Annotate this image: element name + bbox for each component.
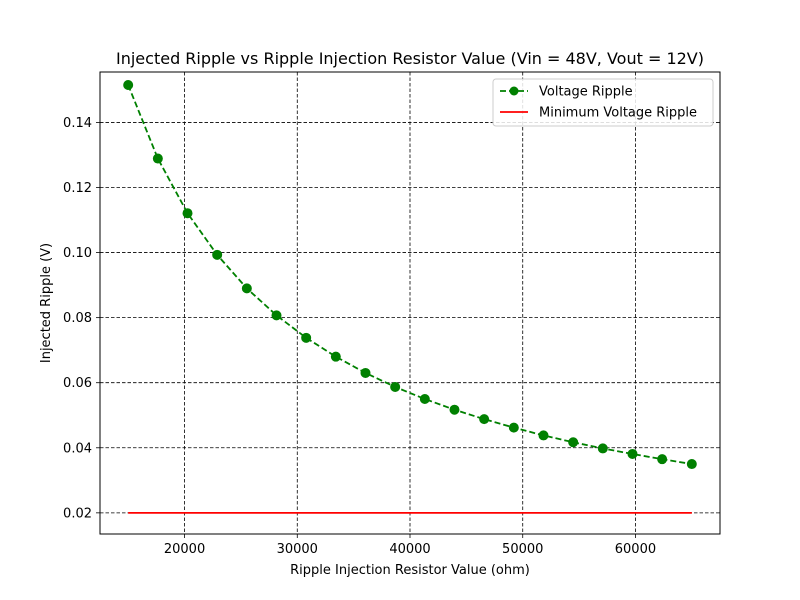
data-point-voltage-ripple [479, 414, 490, 425]
x-axis-label: Ripple Injection Resistor Value (ohm) [290, 563, 530, 578]
x-tick-label: 30000 [277, 542, 318, 557]
data-point-voltage-ripple [508, 422, 519, 433]
data-point-voltage-ripple [123, 80, 134, 91]
legend-label-voltage-ripple: Voltage Ripple [539, 85, 633, 100]
data-point-voltage-ripple [568, 437, 579, 448]
data-point-voltage-ripple [330, 351, 341, 362]
data-point-voltage-ripple [449, 404, 460, 415]
legend: Voltage Ripple Minimum Voltage Ripple [492, 78, 714, 127]
data-point-voltage-ripple [152, 153, 163, 164]
y-tick-label: 0.06 [63, 376, 92, 391]
y-tick-label: 0.10 [63, 246, 92, 261]
x-tick-label: 50000 [502, 542, 543, 557]
data-point-voltage-ripple [241, 283, 252, 294]
y-tick-label: 0.04 [63, 441, 92, 456]
y-tick-label: 0.08 [63, 311, 92, 326]
y-tick-label: 0.14 [63, 116, 92, 131]
series-line-voltage-ripple [127, 84, 692, 465]
data-point-voltage-ripple [686, 459, 697, 470]
data-point-voltage-ripple [271, 310, 282, 321]
data-point-voltage-ripple [390, 381, 401, 392]
y-tick-label: 0.02 [63, 506, 92, 521]
chart-title: Injected Ripple vs Ripple Injection Resi… [116, 49, 704, 68]
data-point-voltage-ripple [419, 393, 430, 404]
data-point-voltage-ripple [301, 332, 312, 343]
grid [100, 72, 720, 534]
data-point-voltage-ripple [627, 448, 638, 459]
x-tick-label: 60000 [615, 542, 656, 557]
data-point-voltage-ripple [657, 454, 668, 465]
series-layer [123, 80, 697, 514]
data-point-voltage-ripple [182, 208, 193, 219]
legend-label-minimum-voltage-ripple: Minimum Voltage Ripple [539, 106, 697, 121]
legend-box [492, 78, 714, 127]
y-tick-label: 0.12 [63, 181, 92, 196]
y-axis-label: Injected Ripple (V) [39, 243, 54, 363]
x-tick-label: 20000 [164, 542, 205, 557]
legend-marker-voltage-ripple [509, 86, 519, 96]
axes: 20000 30000 40000 50000 60000 0.02 0.04 0.06 0.0… [63, 116, 656, 557]
data-point-voltage-ripple [597, 443, 608, 454]
data-point-voltage-ripple [360, 367, 371, 378]
data-point-voltage-ripple [212, 249, 223, 260]
data-point-voltage-ripple [538, 430, 549, 441]
x-tick-label: 40000 [389, 542, 430, 557]
